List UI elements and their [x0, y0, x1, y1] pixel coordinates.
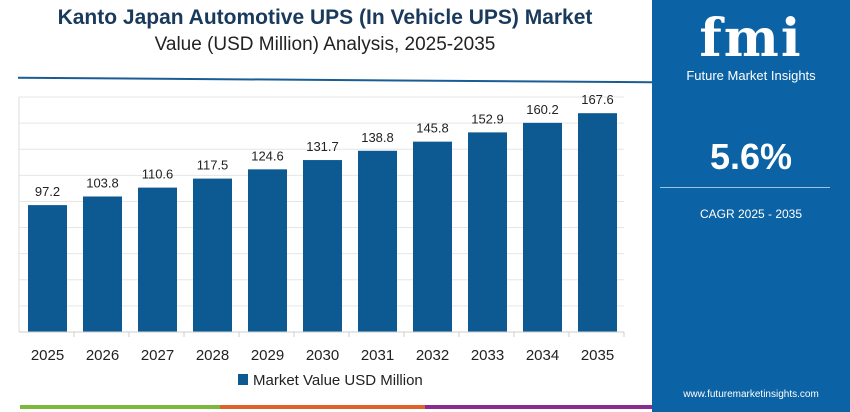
cagr-label: CAGR 2025 - 2035: [699, 207, 803, 221]
data-label-2031: 138.8: [361, 130, 394, 145]
x-tick-label-2032: 2032: [416, 347, 449, 364]
bar-2026: [83, 196, 122, 332]
cagr-value: 5.6%: [709, 136, 793, 177]
x-tick-label-2031: 2031: [361, 347, 394, 364]
data-label-2025: 97.2: [35, 184, 60, 199]
data-label-2030: 131.7: [306, 139, 339, 154]
fmi-logo: fmi: [699, 8, 803, 69]
orange-stripe: [220, 405, 425, 409]
chart-title: Kanto Japan Automotive UPS (In Vehicle U…: [57, 6, 593, 29]
green-stripe: [20, 405, 220, 409]
website-url: www.futuremarketinsights.com: [683, 389, 819, 400]
x-tick-label-2035: 2035: [581, 347, 614, 364]
legend-label: Market Value USD Million: [253, 372, 423, 389]
x-tick-label-2029: 2029: [251, 347, 284, 364]
panel-divider: [660, 187, 830, 188]
bar-2034: [523, 122, 562, 332]
bar-2035: [578, 113, 617, 332]
x-tick-label-2033: 2033: [471, 347, 504, 364]
data-label-2027: 110.6: [142, 167, 174, 182]
data-label-2035: 167.6: [581, 92, 614, 107]
legend-swatch: [238, 374, 248, 385]
purple-stripe: [425, 405, 652, 409]
chart-subtitle: Value (USD Million) Analysis, 2025-2035: [154, 34, 496, 55]
bar-2029: [248, 169, 287, 332]
info-panel: fmi Future Market Insights 5.6% CAGR 202…: [652, 0, 850, 412]
data-label-2029: 124.6: [251, 148, 284, 163]
x-tick-label-2028: 2028: [196, 347, 229, 364]
data-label-2033: 152.9: [471, 111, 504, 126]
data-label-2026: 103.8: [86, 175, 119, 190]
x-tick-label-2034: 2034: [526, 347, 559, 364]
bar-2032: [413, 141, 452, 332]
bar-2033: [468, 132, 507, 332]
data-label-2034: 160.2: [526, 102, 559, 117]
x-tick-label-2027: 2027: [141, 347, 174, 364]
bar-2025: [28, 205, 67, 332]
x-tick-label-2025: 2025: [31, 347, 64, 364]
bar-chart: 97.2 2025 103.8 2026 110.6 2027 117.5 2028 124.6…: [18, 92, 625, 364]
bar-2031: [358, 150, 397, 332]
legend: Market Value USD Million: [238, 372, 423, 389]
x-tick-label-2026: 2026: [86, 347, 119, 364]
bar-2028: [193, 178, 232, 332]
x-tick-label-2030: 2030: [306, 347, 339, 364]
logo-subtitle: Future Market Insights: [686, 68, 816, 83]
data-label-2028: 117.5: [197, 158, 229, 173]
data-label-2032: 145.8: [416, 121, 449, 136]
bar-2030: [303, 160, 342, 332]
bar-2027: [138, 187, 177, 332]
